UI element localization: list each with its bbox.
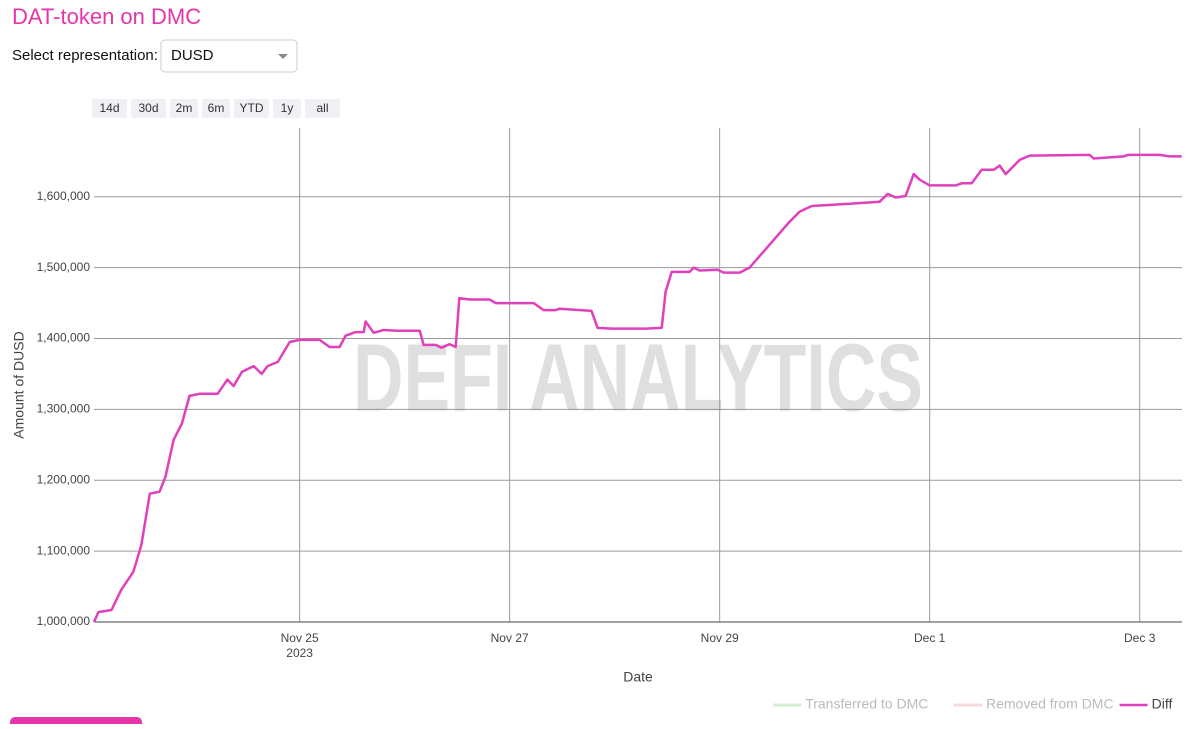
x-tick-label: Nov 25 [281, 631, 319, 645]
watermark: DEFI ANALYTICS [353, 324, 923, 431]
x-tick-label: Dec 3 [1124, 631, 1156, 645]
x-tick-label: Nov 29 [701, 631, 739, 645]
range-button[interactable] [234, 99, 269, 118]
y-tick-label: 1,200,000 [37, 472, 91, 486]
range-button-label[interactable]: 14d [99, 101, 119, 115]
range-button-label[interactable]: 1y [281, 101, 294, 115]
y-tick-label: 1,000,000 [37, 614, 91, 628]
select[interactable]: DUSD [160, 39, 298, 73]
range-button[interactable] [273, 99, 301, 118]
x-tick-sublabel: 2023 [286, 646, 313, 660]
range-button-label[interactable]: YTD [240, 101, 264, 115]
y-tick-label: 1,600,000 [37, 189, 91, 203]
y-tick-label: 1,500,000 [37, 260, 91, 274]
range-button[interactable] [92, 99, 127, 118]
range-button-label[interactable]: all [316, 101, 328, 115]
page-title: DAT-token on DMC [12, 4, 201, 29]
x-tick-label: Nov 27 [491, 631, 529, 645]
y-axis-title: Amount of DUSD [11, 331, 27, 438]
select-arrow [278, 54, 288, 59]
legend-label[interactable]: Removed from DMC [986, 696, 1114, 712]
range-button[interactable] [170, 99, 198, 118]
range-button[interactable] [305, 99, 340, 118]
select-value[interactable]: DUSD [171, 47, 214, 64]
y-tick-label: 1,300,000 [37, 402, 91, 416]
range-button-label[interactable]: 30d [138, 101, 158, 115]
y-tick-label: 1,400,000 [37, 331, 91, 345]
legend-label[interactable]: Diff [1152, 696, 1173, 712]
select-box[interactable] [160, 39, 298, 73]
data-line [92, 153, 1182, 623]
select-label: Select representation: [12, 47, 158, 64]
button[interactable] [10, 717, 142, 729]
range-button[interactable] [202, 99, 230, 118]
x-axis-title: Date [623, 669, 653, 685]
legend-label[interactable]: Transferred to DMC [805, 696, 928, 712]
y-tick-label: 1,100,000 [37, 543, 91, 557]
range-button-label[interactable]: 6m [208, 101, 225, 115]
range-button-label[interactable]: 2m [176, 101, 193, 115]
x-tick-label: Dec 1 [914, 631, 946, 645]
range-button[interactable] [131, 99, 166, 118]
